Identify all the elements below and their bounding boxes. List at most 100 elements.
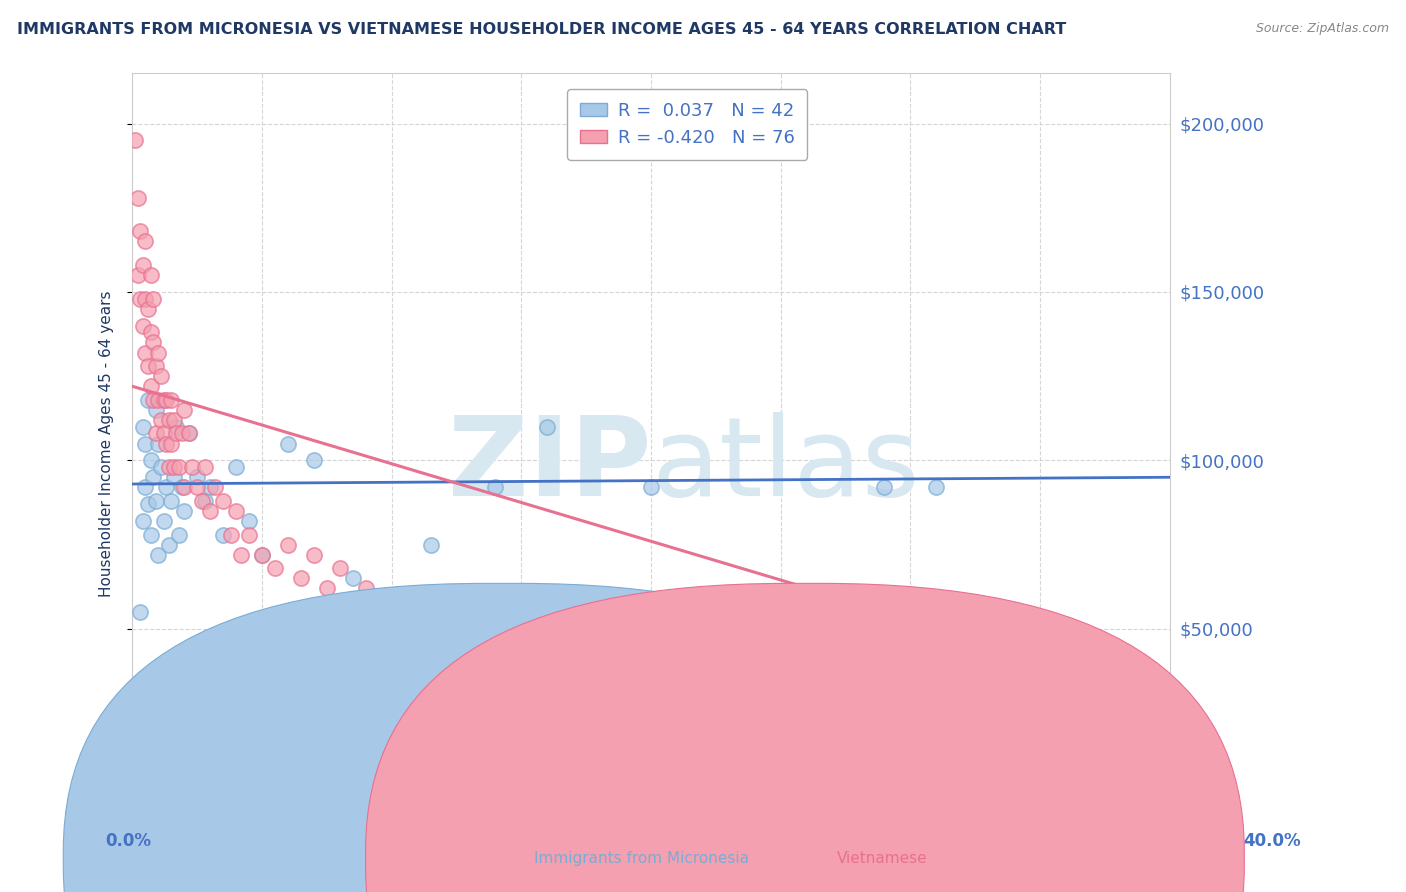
Point [173, 504, 195, 518]
Point [179, 426, 201, 441]
Point [821, 764, 844, 778]
Point [145, 426, 167, 441]
Point [157, 538, 180, 552]
Point [925, 639, 948, 653]
Text: 40.0%: 40.0% [1243, 832, 1301, 850]
Point [173, 480, 195, 494]
Point [342, 571, 364, 585]
Point [250, 548, 273, 562]
Point [139, 527, 162, 541]
Point [167, 527, 190, 541]
Point [614, 706, 637, 720]
Point [132, 258, 155, 272]
Point [458, 648, 481, 663]
Point [124, 133, 146, 147]
Point [142, 392, 165, 407]
Point [145, 403, 167, 417]
Point [155, 436, 177, 450]
Point [148, 548, 170, 562]
Point [148, 436, 170, 450]
Point [170, 480, 193, 494]
Point [277, 436, 299, 450]
Point [136, 497, 159, 511]
Point [238, 527, 260, 541]
Point [536, 419, 558, 434]
Point [132, 419, 155, 434]
Point [167, 460, 190, 475]
Point [367, 605, 389, 619]
Text: IMMIGRANTS FROM MICRONESIA VS VIETNAMESE HOUSEHOLDER INCOME AGES 45 - 64 YEARS C: IMMIGRANTS FROM MICRONESIA VS VIETNAMESE… [17, 22, 1066, 37]
Point [925, 480, 948, 494]
Point [163, 470, 186, 484]
Point [163, 413, 186, 427]
Point [160, 493, 183, 508]
Point [139, 379, 162, 393]
Point [132, 514, 155, 528]
Point [219, 527, 242, 541]
Text: 0.0%: 0.0% [105, 832, 152, 850]
Point [142, 335, 165, 350]
Point [204, 480, 226, 494]
Point [129, 605, 152, 619]
Point [186, 480, 208, 494]
Point [157, 460, 180, 475]
Point [134, 292, 156, 306]
Point [194, 493, 217, 508]
Point [152, 514, 174, 528]
Point [166, 419, 188, 434]
Point [157, 413, 180, 427]
Point [148, 392, 170, 407]
Point [238, 514, 260, 528]
Point [127, 191, 149, 205]
Point [166, 426, 188, 441]
Point [179, 426, 201, 441]
Point [329, 561, 352, 575]
Point [142, 292, 165, 306]
Point [142, 470, 165, 484]
Point [139, 453, 162, 467]
Point [225, 504, 247, 518]
Point [575, 696, 598, 710]
Point [769, 750, 792, 764]
Point [149, 460, 172, 475]
Point [152, 392, 174, 407]
Point [717, 739, 740, 754]
Point [149, 413, 172, 427]
Point [129, 292, 152, 306]
Point [640, 480, 662, 494]
Point [181, 460, 204, 475]
Point [381, 615, 404, 629]
Text: Immigrants from Micronesia: Immigrants from Micronesia [534, 851, 749, 865]
Legend: R =  0.037   N = 42, R = -0.420   N = 76: R = 0.037 N = 42, R = -0.420 N = 76 [567, 89, 807, 160]
Point [231, 548, 253, 562]
Point [134, 345, 156, 359]
Point [354, 582, 377, 596]
Point [484, 480, 506, 494]
Point [264, 561, 287, 575]
Point [145, 493, 167, 508]
Point [160, 392, 183, 407]
Point [315, 582, 337, 596]
Point [139, 268, 162, 282]
Point [679, 730, 702, 744]
Point [134, 436, 156, 450]
Point [136, 359, 159, 373]
Point [419, 538, 441, 552]
Point [342, 595, 364, 609]
Point [212, 527, 235, 541]
Point [163, 460, 186, 475]
Point [510, 673, 533, 687]
Point [212, 493, 235, 508]
Point [873, 480, 896, 494]
Point [132, 318, 155, 333]
Point [148, 345, 170, 359]
Point [381, 605, 404, 619]
Point [250, 548, 273, 562]
Point [155, 392, 177, 407]
Point [290, 571, 312, 585]
Point [484, 662, 506, 676]
Text: Vietnamese: Vietnamese [837, 851, 927, 865]
Point [186, 470, 208, 484]
Point [136, 392, 159, 407]
Point [129, 224, 152, 238]
